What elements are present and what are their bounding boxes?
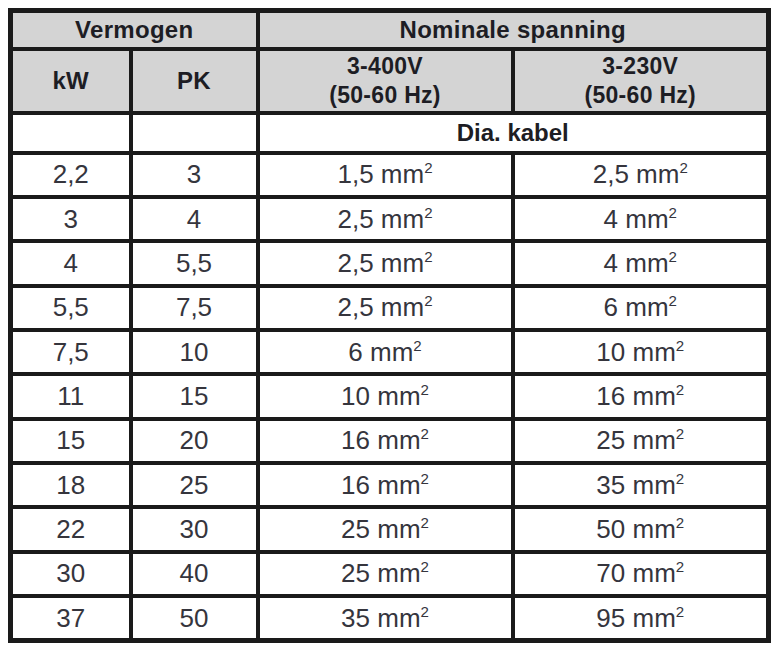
cell-cable-230v: 6 mm2	[513, 286, 769, 330]
unit-superscript: 2	[676, 603, 684, 620]
empty-cell-kw	[11, 113, 131, 153]
cell-kw: 2,2	[11, 153, 131, 197]
table-row: 342,5 mm24 mm2	[11, 197, 769, 241]
table-row: 7,5106 mm210 mm2	[11, 330, 769, 374]
cell-pk: 10	[131, 330, 258, 374]
cell-cable-400v: 25 mm2	[258, 507, 513, 551]
cell-cable-230v: 10 mm2	[513, 330, 769, 374]
subheader-row: Dia. kabel	[11, 113, 769, 153]
unit-superscript: 2	[669, 293, 677, 310]
unit-superscript: 2	[424, 248, 432, 265]
subheader-dia-kabel: Dia. kabel	[258, 113, 769, 153]
cell-pk: 7,5	[131, 286, 258, 330]
table-row: 304025 mm270 mm2	[11, 552, 769, 596]
unit-superscript: 2	[679, 160, 687, 177]
table-row: 111510 mm216 mm2	[11, 374, 769, 418]
cell-kw: 15	[11, 419, 131, 463]
column-header-kw: kW	[11, 49, 131, 113]
cell-cable-400v: 2,5 mm2	[258, 241, 513, 285]
table-row: 152016 mm225 mm2	[11, 419, 769, 463]
cell-cable-400v: 16 mm2	[258, 463, 513, 507]
cell-kw: 7,5	[11, 330, 131, 374]
unit-superscript: 2	[669, 204, 677, 221]
group-header-voltage: Nominale spanning	[258, 11, 769, 49]
cell-kw: 30	[11, 552, 131, 596]
column-header-400v: 3-400V (50-60 Hz)	[258, 49, 513, 113]
voltage-400-frequency: (50-60 Hz)	[260, 81, 511, 109]
unit-superscript: 2	[421, 559, 429, 576]
cell-cable-400v: 10 mm2	[258, 374, 513, 418]
group-header-row: Vermogen Nominale spanning	[11, 11, 769, 49]
table-row: 5,57,52,5 mm26 mm2	[11, 286, 769, 330]
unit-superscript: 2	[669, 248, 677, 265]
cell-cable-230v: 4 mm2	[513, 197, 769, 241]
group-header-power: Vermogen	[11, 11, 258, 49]
cell-cable-230v: 95 mm2	[513, 596, 769, 640]
unit-superscript: 2	[676, 337, 684, 354]
column-header-row: kW PK 3-400V (50-60 Hz) 3-230V (50-60 Hz…	[11, 49, 769, 113]
cell-cable-400v: 2,5 mm2	[258, 197, 513, 241]
cell-cable-400v: 1,5 mm2	[258, 153, 513, 197]
cell-pk: 3	[131, 153, 258, 197]
cell-kw: 37	[11, 596, 131, 640]
cell-pk: 40	[131, 552, 258, 596]
empty-cell-pk	[131, 113, 258, 153]
cable-size-table: Vermogen Nominale spanning kW PK 3-400V …	[8, 8, 771, 643]
unit-superscript: 2	[424, 160, 432, 177]
unit-superscript: 2	[421, 381, 429, 398]
cell-cable-230v: 25 mm2	[513, 419, 769, 463]
cell-kw: 5,5	[11, 286, 131, 330]
cell-cable-400v: 35 mm2	[258, 596, 513, 640]
cell-kw: 11	[11, 374, 131, 418]
unit-superscript: 2	[424, 204, 432, 221]
unit-superscript: 2	[421, 514, 429, 531]
cell-pk: 5,5	[131, 241, 258, 285]
cell-cable-230v: 2,5 mm2	[513, 153, 769, 197]
column-header-pk: PK	[131, 49, 258, 113]
unit-superscript: 2	[676, 381, 684, 398]
voltage-230-frequency: (50-60 Hz)	[515, 81, 767, 109]
cell-cable-400v: 6 mm2	[258, 330, 513, 374]
unit-superscript: 2	[424, 293, 432, 310]
cell-kw: 22	[11, 507, 131, 551]
cell-pk: 30	[131, 507, 258, 551]
cell-cable-400v: 16 mm2	[258, 419, 513, 463]
cell-kw: 4	[11, 241, 131, 285]
cell-cable-230v: 16 mm2	[513, 374, 769, 418]
unit-superscript: 2	[676, 559, 684, 576]
cell-cable-400v: 25 mm2	[258, 552, 513, 596]
unit-superscript: 2	[676, 470, 684, 487]
cell-kw: 3	[11, 197, 131, 241]
cell-cable-230v: 4 mm2	[513, 241, 769, 285]
unit-superscript: 2	[421, 603, 429, 620]
cell-pk: 50	[131, 596, 258, 640]
voltage-230-label: 3-230V	[515, 52, 767, 80]
unit-superscript: 2	[676, 426, 684, 443]
unit-superscript: 2	[421, 426, 429, 443]
table-row: 2,231,5 mm22,5 mm2	[11, 153, 769, 197]
column-header-230v: 3-230V (50-60 Hz)	[513, 49, 769, 113]
cell-cable-230v: 35 mm2	[513, 463, 769, 507]
cell-cable-230v: 50 mm2	[513, 507, 769, 551]
cell-pk: 20	[131, 419, 258, 463]
table-body: 2,231,5 mm22,5 mm2342,5 mm24 mm245,52,5 …	[11, 153, 769, 641]
table-row: 182516 mm235 mm2	[11, 463, 769, 507]
unit-superscript: 2	[413, 337, 421, 354]
table-header: Vermogen Nominale spanning kW PK 3-400V …	[11, 11, 769, 153]
table-row: 45,52,5 mm24 mm2	[11, 241, 769, 285]
unit-superscript: 2	[676, 514, 684, 531]
cell-kw: 18	[11, 463, 131, 507]
unit-superscript: 2	[421, 470, 429, 487]
cell-pk: 4	[131, 197, 258, 241]
voltage-400-label: 3-400V	[260, 52, 511, 80]
cell-pk: 15	[131, 374, 258, 418]
table-row: 375035 mm295 mm2	[11, 596, 769, 640]
cell-cable-400v: 2,5 mm2	[258, 286, 513, 330]
cell-pk: 25	[131, 463, 258, 507]
cell-cable-230v: 70 mm2	[513, 552, 769, 596]
table-row: 223025 mm250 mm2	[11, 507, 769, 551]
